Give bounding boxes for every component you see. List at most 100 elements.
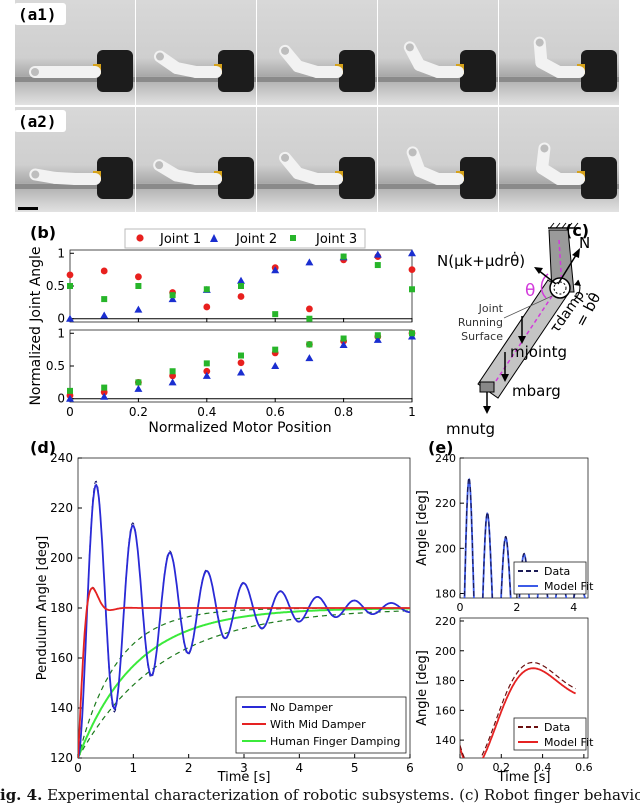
photo-motor	[339, 50, 375, 92]
photo-motor	[97, 50, 133, 92]
no-damper-line	[78, 483, 410, 758]
y-tick-label: 180	[435, 587, 456, 600]
joint2-point	[305, 258, 314, 266]
photo-rail	[136, 77, 256, 82]
x-tick-label: 0	[457, 601, 464, 614]
legend-marker-joint2	[210, 234, 218, 242]
joint3-point	[135, 283, 142, 289]
joint2-point	[134, 305, 143, 313]
y-tick-label: 200	[435, 542, 456, 555]
panel-e-bottom-ylabel: Angle [deg]	[415, 650, 430, 726]
x-tick-label: 0	[457, 761, 464, 774]
legend-no-damper: No Damper	[270, 701, 333, 714]
joint2-point	[271, 362, 280, 369]
panel-b-ylabel: Normalized Joint Angle	[28, 246, 44, 405]
joint1-point	[66, 271, 74, 279]
y-tick-label: 0.5	[46, 279, 65, 293]
panel-label-c: (c)	[565, 221, 589, 240]
joint1-point	[408, 266, 416, 274]
photo-rail	[257, 77, 377, 82]
y-tick-label: 140	[435, 734, 456, 747]
joint3-point	[374, 262, 381, 269]
m-nut-arrowhead	[483, 406, 491, 414]
joint3-point	[409, 286, 415, 293]
photo-motor	[460, 50, 496, 92]
joint3-point	[67, 387, 73, 394]
y-tick-label: 200	[435, 645, 456, 658]
label-box-a1	[14, 3, 66, 25]
plot-lines	[460, 661, 577, 758]
friction-arrowhead	[534, 267, 543, 274]
photo-rail	[15, 184, 135, 189]
damping-arrowhead	[574, 280, 581, 286]
y-tick-label: 120	[50, 751, 73, 765]
panel-label-d: (d)	[30, 438, 56, 457]
photo-motor	[218, 157, 254, 199]
joint1-point	[135, 273, 142, 281]
photo-motor	[460, 157, 496, 199]
surface-label-3: Surface	[461, 330, 503, 343]
panel-label-b: (b)	[30, 223, 56, 242]
joint3-point	[306, 315, 313, 322]
m-bar-label: mbarg	[512, 382, 561, 400]
legend-marker-joint1	[136, 234, 144, 242]
x-tick-label: 2	[513, 601, 520, 614]
joint1-point	[100, 267, 108, 275]
x-tick-label: 0.6	[575, 761, 593, 774]
normal-label: N	[579, 234, 590, 252]
x-tick-label: 0	[74, 761, 82, 775]
y-tick-label: 240	[50, 451, 73, 465]
y-tick-label: 0.5	[46, 359, 65, 373]
panel-e-bottom-legend: Data Model Fit	[513, 717, 594, 751]
photo-rail	[499, 184, 619, 189]
panel-b-xlabel: Normalized Motor Position	[148, 420, 331, 436]
joint2-point	[305, 354, 314, 362]
photo-finger-joint	[535, 38, 544, 47]
caption-text: Experimental characterization of robotic…	[47, 786, 640, 804]
nut	[479, 381, 495, 393]
joint3-point	[238, 352, 244, 359]
x-tick-label: 0.2	[493, 761, 511, 774]
legend-joint1: Joint 1	[159, 232, 201, 247]
joint3-point	[101, 384, 108, 391]
joint3-point	[272, 346, 279, 353]
joint3-point	[409, 330, 415, 337]
photo-rail	[257, 184, 377, 189]
x-tick-label: 0.2	[129, 405, 148, 419]
x-tick-label: 3	[240, 761, 248, 775]
panel-d-ylabel: Pendulum Angle [deg]	[35, 536, 50, 681]
e-bottom-model-fit	[460, 667, 577, 758]
theta-label: θ	[525, 281, 535, 301]
joint2-point	[168, 295, 177, 303]
joint-surface	[553, 281, 567, 295]
joint2-point	[100, 392, 109, 400]
panel-b-top-plot: 00.51	[46, 246, 416, 326]
y-tick-label: 180	[435, 675, 456, 688]
photo-row-a1	[15, 0, 619, 105]
photo-finger-joint	[540, 144, 549, 153]
joint2-point	[168, 378, 177, 386]
panel-label-e: (e)	[428, 438, 453, 457]
finger-line	[78, 607, 410, 758]
vertical-reference	[558, 239, 563, 288]
row-label-a1: (a1)	[18, 5, 57, 24]
panel-b-legend: Joint 1 Joint 2 Joint 3	[124, 228, 366, 249]
joint3-point	[306, 341, 313, 348]
joint2-point	[373, 250, 382, 258]
panel-e-xlabel: Time [s]	[497, 770, 551, 785]
photo-finger-joint	[31, 68, 39, 76]
y-tick-label: 200	[50, 551, 73, 565]
legend-e-top-data: Data	[544, 565, 570, 578]
panel-e-bottom-legend-box	[513, 717, 587, 751]
joint3-point	[340, 335, 347, 342]
joint3-point	[340, 253, 347, 260]
joint3-point	[374, 332, 381, 339]
x-tick-label: 1	[408, 405, 416, 419]
photo-rail	[136, 184, 256, 189]
x-tick-label: 0.8	[334, 405, 353, 419]
photo-finger-joint	[281, 153, 290, 162]
joint1-point	[237, 293, 245, 300]
photo-finger-joint	[405, 43, 414, 52]
joint1-point	[203, 303, 211, 311]
joint3-point	[135, 379, 142, 386]
